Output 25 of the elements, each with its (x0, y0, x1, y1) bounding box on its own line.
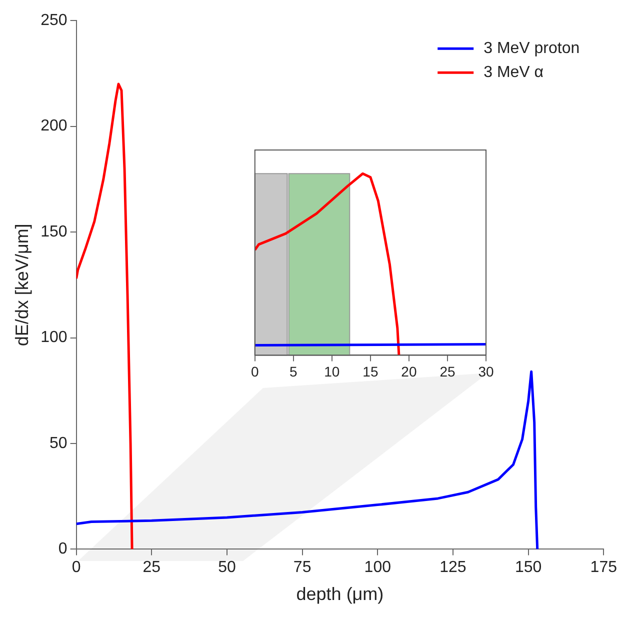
y-axis-title: dE/dx [keV/μm] (12, 224, 32, 346)
y-tick-label: 50 (50, 434, 68, 452)
x-tick-label: 25 (440, 363, 456, 380)
x-tick-label: 150 (514, 559, 542, 576)
y-tick-label: 250 (40, 12, 68, 30)
x-axis-title: depth (μm) (296, 584, 384, 604)
x-tick-label: 125 (440, 559, 466, 576)
x-tick-label: 15 (362, 363, 378, 380)
x-tick-label: 10 (324, 363, 340, 380)
x-tick-label: 25 (142, 559, 161, 576)
x-tick-label: 20 (401, 363, 417, 380)
y-tick-label: 150 (40, 223, 68, 240)
x-tick-label: 50 (218, 559, 236, 576)
x-tick-label: 100 (364, 559, 392, 576)
y-tick-label: 100 (40, 329, 68, 346)
legend-label: 3 MeV α (484, 64, 544, 82)
x-tick-label: 175 (590, 559, 618, 576)
x-tick-label: 5 (290, 363, 298, 380)
legend-label: 3 MeV proton (484, 40, 580, 58)
x-tick-label: 30 (478, 363, 494, 380)
x-tick-label: 0 (72, 559, 81, 576)
y-tick-label: 0 (58, 540, 68, 558)
x-tick-label: 0 (250, 363, 259, 380)
y-tick-label: 200 (40, 118, 68, 135)
x-tick-label: 75 (293, 559, 312, 576)
